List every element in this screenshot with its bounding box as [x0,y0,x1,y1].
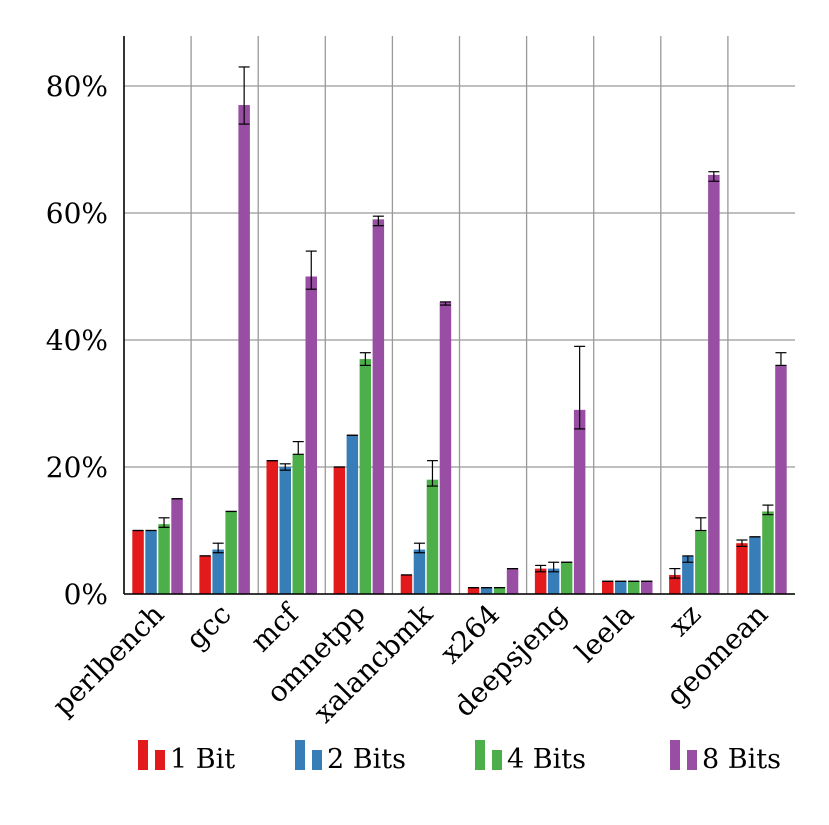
bar-xalancbmk-8-bits [439,301,452,594]
error-bar [292,441,304,455]
error-bar [439,301,451,306]
error-bar [238,66,250,125]
error-bar [708,171,720,182]
error-bar [682,555,694,563]
x-tick-label: perlbench [46,598,171,723]
bar-deepsjeng-4-bits [560,562,573,594]
bar-geomean-4-bits [762,511,774,594]
error-bar [548,561,560,573]
legend-label: 1 Bit [170,744,235,775]
x-tick-label: leela [569,598,640,669]
error-bar [535,564,547,573]
bar-mcf-8-bits [305,276,317,594]
y-tick-label: 60% [46,197,108,230]
bar-mcf-1-bit [266,460,278,594]
bar-x264-4-bits [493,587,506,594]
legend-item: 8 Bits [670,740,781,775]
bar-omnetpp-2-bits [346,435,359,594]
error-bar [212,542,224,554]
bar-geomean-8-bits [775,365,787,594]
bar-perlbench-1-bit [132,530,144,594]
bar-leela-2-bits [615,581,627,594]
bar-geomean-2-bits [749,536,761,594]
bar-deepsjeng-8-bits [573,409,586,594]
bar-x264-2-bits [480,587,493,594]
bar-x264-8-bits [506,568,519,594]
bar-gcc-1-bit [199,555,211,594]
error-bar [669,567,681,579]
legend-swatch [155,750,165,770]
legend-swatch [687,750,697,770]
bar-omnetpp-4-bits [359,359,372,594]
legend-item: 4 Bits [475,740,586,775]
bar-gcc-4-bits [225,511,237,594]
error-bar-group [132,66,787,589]
legend-swatch [670,740,680,770]
error-bar [359,352,371,366]
legend-swatch [138,740,148,770]
legend-label: 2 Bits [327,744,406,775]
x-tick-label: gcc [179,598,237,656]
bar-gcc-2-bits [212,549,224,594]
error-bar [574,345,586,430]
legend-item: 2 Bits [295,740,406,775]
error-bar [762,504,774,516]
x-tick-label: xz [662,598,707,643]
legend-swatch [295,740,305,770]
error-bar [305,250,317,290]
axes [123,36,795,595]
error-bar [279,463,291,471]
bar-perlbench-2-bits [145,530,157,594]
bar-mcf-4-bits [292,454,304,594]
error-bar [736,539,748,547]
legend: 1 Bit 2 Bits 4 Bits 8 Bits [138,740,781,775]
error-bar [413,542,425,554]
bar-deepsjeng-1-bit [534,568,547,594]
bar-leela-4-bits [628,581,640,594]
error-bar [158,517,170,528]
grid-lines [124,36,795,595]
legend-swatch [492,750,502,770]
bar-xz-1-bit [669,574,681,594]
y-tick-label: 80% [46,70,108,103]
bar-xz-4-bits [695,530,707,594]
legend-label: 8 Bits [702,744,781,775]
bar-leela-8-bits [641,581,653,594]
bar-group [132,105,787,595]
bar-deepsjeng-2-bits [547,568,560,594]
bar-leela-1-bit [602,581,614,594]
legend-item: 1 Bit [138,740,235,775]
error-bar [372,215,384,227]
error-bar [775,352,787,366]
bar-perlbench-4-bits [158,524,170,594]
bar-xalancbmk-1-bit [400,574,413,594]
bar-omnetpp-1-bit [333,467,346,594]
bar-gcc-8-bits [238,105,250,595]
bar-xz-2-bits [682,555,694,594]
bar-xz-8-bits [708,174,720,594]
error-bar [695,517,707,532]
bar-perlbench-8-bits [171,498,183,594]
y-tick-label: 40% [46,324,108,357]
y-tick-label: 0% [64,578,108,611]
error-bar [426,460,438,487]
legend-label: 4 Bits [507,744,586,775]
y-tick-labels: 0% 20% 40% 60% 80% [46,70,108,611]
bar-geomean-1-bit [736,543,748,594]
y-tick-label: 20% [46,451,108,484]
bar-omnetpp-8-bits [372,219,385,594]
bar-xalancbmk-2-bits [413,549,426,594]
x-tick-labels: perlbench gcc mcfomnetppxalancbmkx264deeps… [46,596,774,730]
bar-x264-1-bit [467,587,480,594]
bar-xalancbmk-4-bits [426,479,439,594]
legend-swatch [312,750,322,770]
bar-mcf-2-bits [279,467,291,594]
legend-swatch [475,740,485,770]
